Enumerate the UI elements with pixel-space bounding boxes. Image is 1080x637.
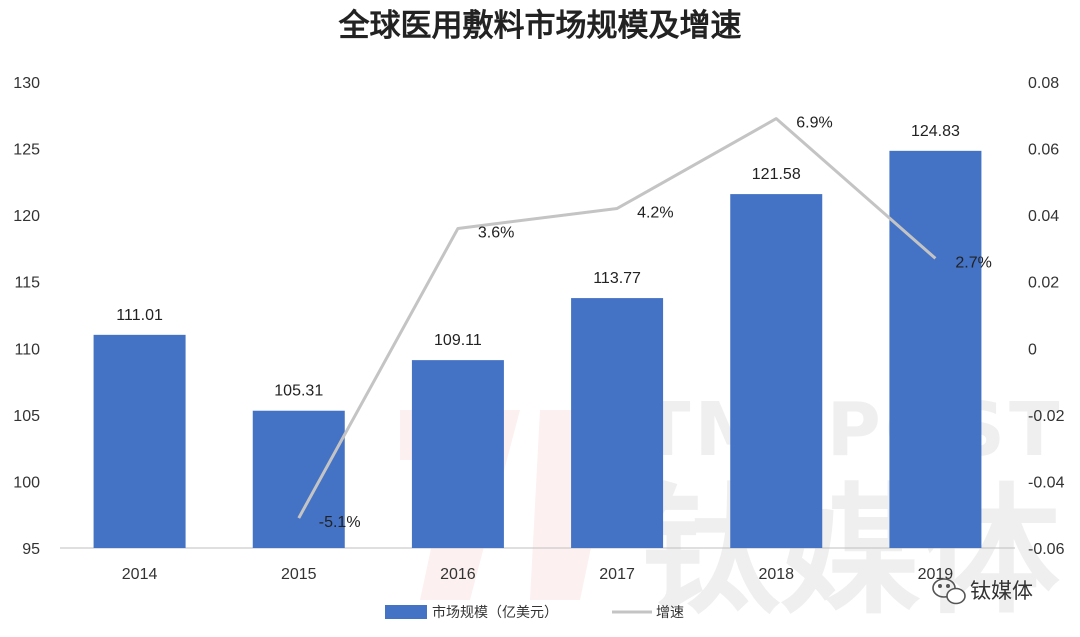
bar-value-label: 121.58: [752, 166, 801, 183]
growth-point-label: 6.9%: [796, 115, 832, 132]
wechat-icon: [932, 578, 966, 605]
y-left-tick-label: 130: [13, 75, 40, 92]
chart-title: 全球医用敷料市场规模及增速: [338, 8, 742, 44]
legend: 市场规模（亿美元） 增速: [385, 604, 684, 621]
bars: [93, 150, 982, 549]
growth-line: [297, 117, 937, 519]
source-badge-label: 钛媒体: [970, 579, 1033, 603]
y-left-tick-label: 95: [22, 541, 40, 558]
watermark-latin: TMTPOST: [640, 387, 1064, 473]
y-left-tick-label: 100: [13, 474, 40, 491]
watermark-cjk: 钛媒体: [640, 471, 1060, 634]
y-right-tick-label: 0.06: [1028, 142, 1059, 159]
x-tick-label: 2018: [758, 566, 794, 583]
legend-label-line: 增速: [656, 605, 684, 621]
x-tick-label: 2015: [281, 566, 317, 583]
bar: [252, 410, 345, 548]
x-tick-label: 2014: [122, 566, 158, 583]
y-right-tick-label: 0.08: [1028, 75, 1059, 92]
y-right-tick-label: -0.06: [1028, 541, 1065, 558]
bar: [889, 150, 982, 549]
growth-line-path: [297, 117, 937, 519]
y-right-tick-label: -0.04: [1028, 474, 1065, 491]
y-left-tick-label: 120: [13, 208, 40, 225]
data-labels: 111.01 105.31 109.11 113.77 121.58 124.83 -5.1…: [116, 115, 992, 531]
axes: 95 100 105 110 115 120 125 130 -0.06 -0.04 -0.02 0 0…: [13, 75, 1064, 583]
bar-value-label: 113.77: [593, 270, 641, 287]
bar-value-label: 109.11: [434, 332, 482, 349]
legend-swatch-bar: [385, 605, 427, 619]
y-left-tick-label: 105: [13, 408, 40, 425]
bar: [730, 194, 823, 548]
x-tick-label: 2017: [599, 566, 635, 583]
x-tick-label: 2016: [440, 566, 476, 583]
legend-label-bar: 市场规模（亿美元）: [432, 604, 558, 621]
source-badge: 钛媒体: [932, 578, 1033, 605]
y-left-tick-label: 110: [14, 341, 40, 358]
bar-value-label: 124.83: [911, 123, 960, 140]
growth-point-label: 3.6%: [478, 224, 514, 241]
bar: [411, 360, 504, 548]
y-right-tick-label: 0: [1028, 341, 1037, 358]
x-tick-label: 2019: [918, 566, 954, 583]
y-right-tick-label: -0.02: [1028, 408, 1065, 425]
y-left-tick-label: 125: [13, 142, 40, 159]
y-right-tick-label: 0.04: [1028, 208, 1059, 225]
y-left-tick-label: 115: [14, 275, 40, 292]
growth-point-label: 2.7%: [955, 254, 991, 271]
y-right-tick-label: 0.02: [1028, 275, 1059, 292]
growth-point-label: 4.2%: [637, 204, 673, 221]
growth-point-label: -5.1%: [319, 514, 361, 531]
bar-value-label: 111.01: [116, 307, 163, 324]
bar-value-label: 105.31: [274, 383, 323, 400]
bar: [93, 334, 186, 548]
bar: [571, 298, 664, 548]
